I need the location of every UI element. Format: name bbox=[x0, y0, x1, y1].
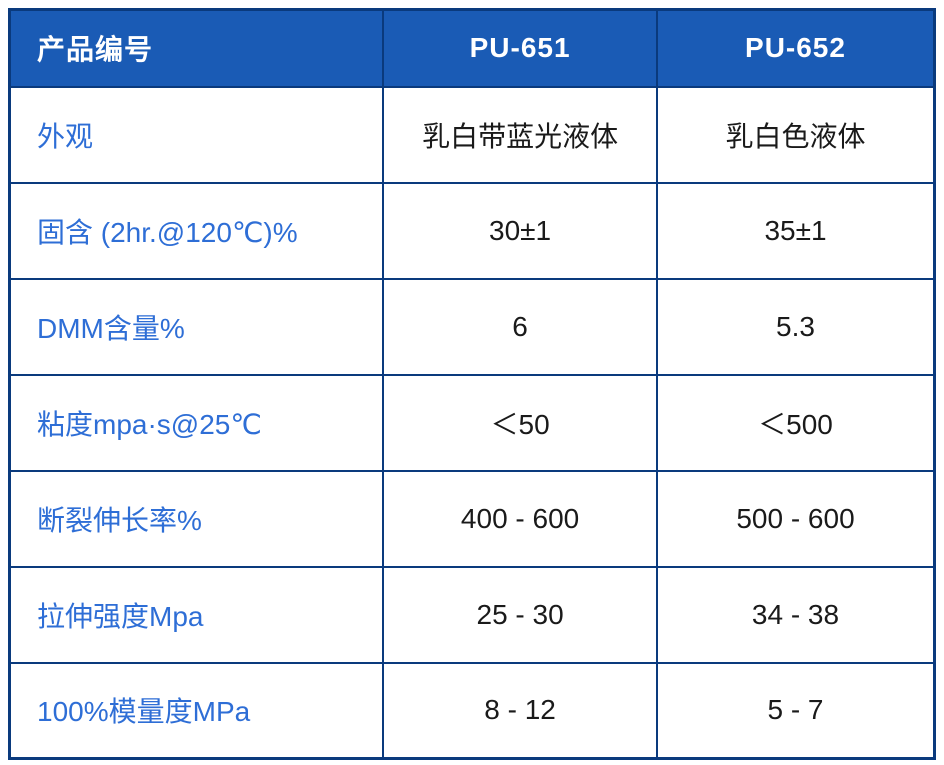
row-value: 35±1 bbox=[655, 181, 936, 280]
row-value: 乳白色液体 bbox=[655, 85, 936, 184]
row-value: 25 - 30 bbox=[382, 565, 658, 664]
table-row: 粘度mpa·s@25℃ ＜50 ＜500 bbox=[8, 373, 936, 472]
row-value: ＜500 bbox=[655, 373, 936, 472]
row-value: 8 - 12 bbox=[382, 661, 658, 760]
table-row: 外观 乳白带蓝光液体 乳白色液体 bbox=[8, 85, 936, 184]
row-value: 500 - 600 bbox=[655, 469, 936, 568]
row-value: 400 - 600 bbox=[382, 469, 658, 568]
row-value: 30±1 bbox=[382, 181, 658, 280]
header-row: 产品编号 PU-651 PU-652 bbox=[8, 8, 936, 88]
row-label-dmm-content: DMM含量% bbox=[8, 277, 385, 376]
row-label-appearance: 外观 bbox=[8, 85, 385, 184]
table-row: 固含 (2hr.@120℃)% 30±1 35±1 bbox=[8, 181, 936, 280]
row-value: ＜50 bbox=[382, 373, 658, 472]
row-value: 5 - 7 bbox=[655, 661, 936, 760]
row-value: 6 bbox=[382, 277, 658, 376]
table-row: 拉伸强度Mpa 25 - 30 34 - 38 bbox=[8, 565, 936, 664]
row-value: 5.3 bbox=[655, 277, 936, 376]
row-label-tensile-strength: 拉伸强度Mpa bbox=[8, 565, 385, 664]
row-label-modulus: 100%模量度MPa bbox=[8, 661, 385, 760]
row-label-solid-content: 固含 (2hr.@120℃)% bbox=[8, 181, 385, 280]
product-spec-table: 产品编号 PU-651 PU-652 外观 乳白带蓝光液体 乳白色液体 固含 (… bbox=[8, 8, 936, 760]
table-row: DMM含量% 6 5.3 bbox=[8, 277, 936, 376]
header-pu-651: PU-651 bbox=[382, 8, 658, 88]
table-row: 断裂伸长率% 400 - 600 500 - 600 bbox=[8, 469, 936, 568]
row-label-viscosity: 粘度mpa·s@25℃ bbox=[8, 373, 385, 472]
header-pu-652: PU-652 bbox=[655, 8, 936, 88]
row-label-elongation: 断裂伸长率% bbox=[8, 469, 385, 568]
header-product-number: 产品编号 bbox=[8, 8, 385, 88]
row-value: 乳白带蓝光液体 bbox=[382, 85, 658, 184]
table-row: 100%模量度MPa 8 - 12 5 - 7 bbox=[8, 661, 936, 760]
row-value: 34 - 38 bbox=[655, 565, 936, 664]
